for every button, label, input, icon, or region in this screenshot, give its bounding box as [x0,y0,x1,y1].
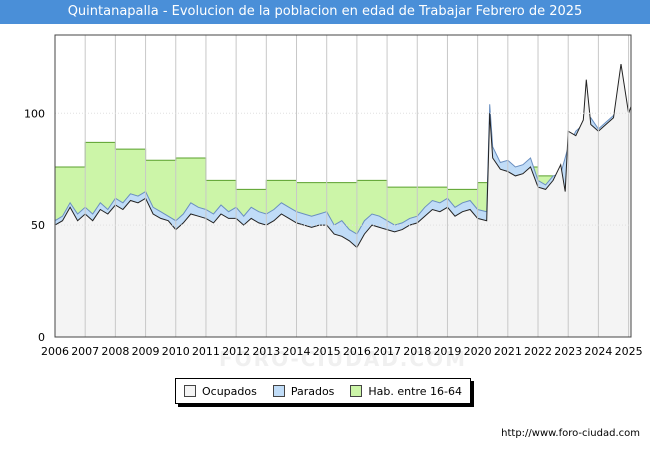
x-tick-label-2023: 2023 [554,345,582,358]
legend-item-ocupados: Ocupados [183,384,257,398]
legend-swatch-parados [272,385,285,397]
x-tick-label-2022: 2022 [524,345,552,358]
series-area-ocupados [55,64,631,337]
chart-legend: Ocupados Parados Hab. entre 16-64 [175,378,471,404]
x-tick-label-2021: 2021 [494,345,522,358]
legend-label-parados: Parados [290,384,335,398]
x-tick-label-2007: 2007 [71,345,99,358]
x-tick-label-2009: 2009 [132,345,160,358]
x-tick-label-2018: 2018 [403,345,431,358]
plot-frame [54,34,632,338]
x-tick-label-2012: 2012 [222,345,250,358]
x-tick-label-2015: 2015 [313,345,341,358]
legend-item-parados: Parados [272,384,335,398]
x-tick-label-2024: 2024 [584,345,612,358]
x-tick-label-2010: 2010 [162,345,190,358]
x-tick-label-2008: 2008 [101,345,129,358]
legend-label-hab: Hab. entre 16-64 [368,384,462,398]
source-link[interactable]: http://www.foro-ciudad.com [501,428,640,439]
legend-item-hab: Hab. entre 16-64 [350,385,462,398]
legend-swatch-ocupados [183,385,196,397]
x-tick-label-2017: 2017 [373,345,401,358]
x-tick-label-2025: 2025 [615,345,643,358]
legend-swatch-hab [350,385,363,397]
y-tick-label-100: 100 [24,107,45,120]
x-tick-label-2019: 2019 [433,345,461,358]
x-tick-label-2014: 2014 [283,345,311,358]
x-tick-label-2020: 2020 [464,345,492,358]
x-tick-label-2011: 2011 [192,345,220,358]
y-tick-label-50: 50 [31,219,45,232]
watermark: FORO-CIUDAD.COM [219,347,467,371]
y-tick-label-0: 0 [38,331,45,344]
chart-title: Quintanapalla - Evolucion de la poblacio… [0,0,650,24]
x-tick-label-2006: 2006 [41,345,69,358]
legend-label-ocupados: Ocupados [201,384,257,398]
x-tick-label-2013: 2013 [252,345,280,358]
x-tick-label-2016: 2016 [343,345,371,358]
